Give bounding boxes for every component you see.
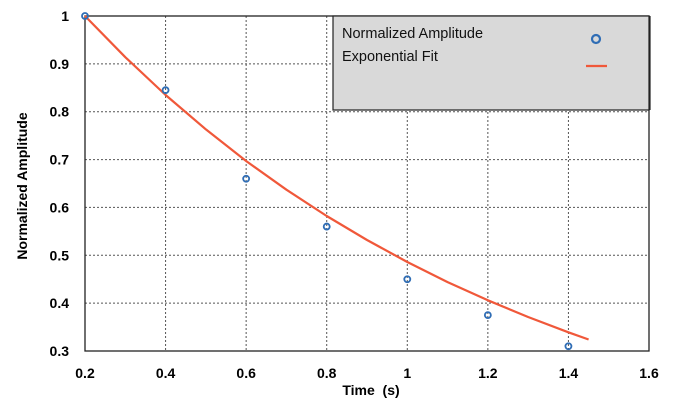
data-point bbox=[81, 12, 89, 20]
data-point bbox=[403, 275, 412, 284]
y-tick-label: 0.3 bbox=[50, 343, 70, 359]
legend-label-exponential-fit: Exponential Fit bbox=[342, 49, 438, 65]
fit-line bbox=[84, 15, 589, 341]
x-tick-label: 0.2 bbox=[75, 365, 95, 381]
y-tick-label: 0.5 bbox=[50, 247, 70, 263]
legend-box bbox=[332, 15, 650, 111]
y-tick-label: 0.6 bbox=[50, 199, 70, 215]
data-point bbox=[242, 174, 251, 183]
legend-marker-circle bbox=[590, 33, 602, 45]
y-tick-label: 1 bbox=[61, 8, 69, 24]
legend: Normalized Amplitude Exponential Fit bbox=[332, 15, 651, 111]
x-tick-label: 0.6 bbox=[236, 365, 256, 381]
y-tick-label: 0.4 bbox=[50, 295, 70, 311]
x-tick-label: 0.4 bbox=[156, 365, 176, 381]
series-layer bbox=[81, 12, 589, 351]
y-tick-label: 0.8 bbox=[50, 104, 70, 120]
data-point bbox=[564, 342, 573, 351]
x-tick-label: 0.8 bbox=[317, 365, 337, 381]
legend-label-normalized-amplitude: Normalized Amplitude bbox=[342, 26, 483, 42]
data-point bbox=[161, 86, 170, 95]
data-point bbox=[322, 222, 331, 231]
x-axis-title: Time (s) bbox=[342, 382, 399, 398]
data-point bbox=[483, 311, 492, 320]
y-axis-title: Normalized Amplitude bbox=[14, 112, 30, 259]
x-tick-label: 1.6 bbox=[639, 365, 659, 381]
x-tick-label: 1 bbox=[403, 365, 411, 381]
y-tick-label: 0.9 bbox=[50, 56, 70, 72]
x-tick-label: 1.4 bbox=[559, 365, 579, 381]
y-tick-labels: 0.3 0.4 0.5 0.6 0.7 0.8 0.9 1 bbox=[50, 8, 70, 359]
x-tick-label: 1.2 bbox=[478, 365, 498, 381]
y-tick-label: 0.7 bbox=[50, 152, 70, 168]
x-tick-labels: 0.2 0.4 0.6 0.8 1 1.2 1.4 1.6 bbox=[75, 365, 659, 381]
grid bbox=[85, 16, 649, 351]
